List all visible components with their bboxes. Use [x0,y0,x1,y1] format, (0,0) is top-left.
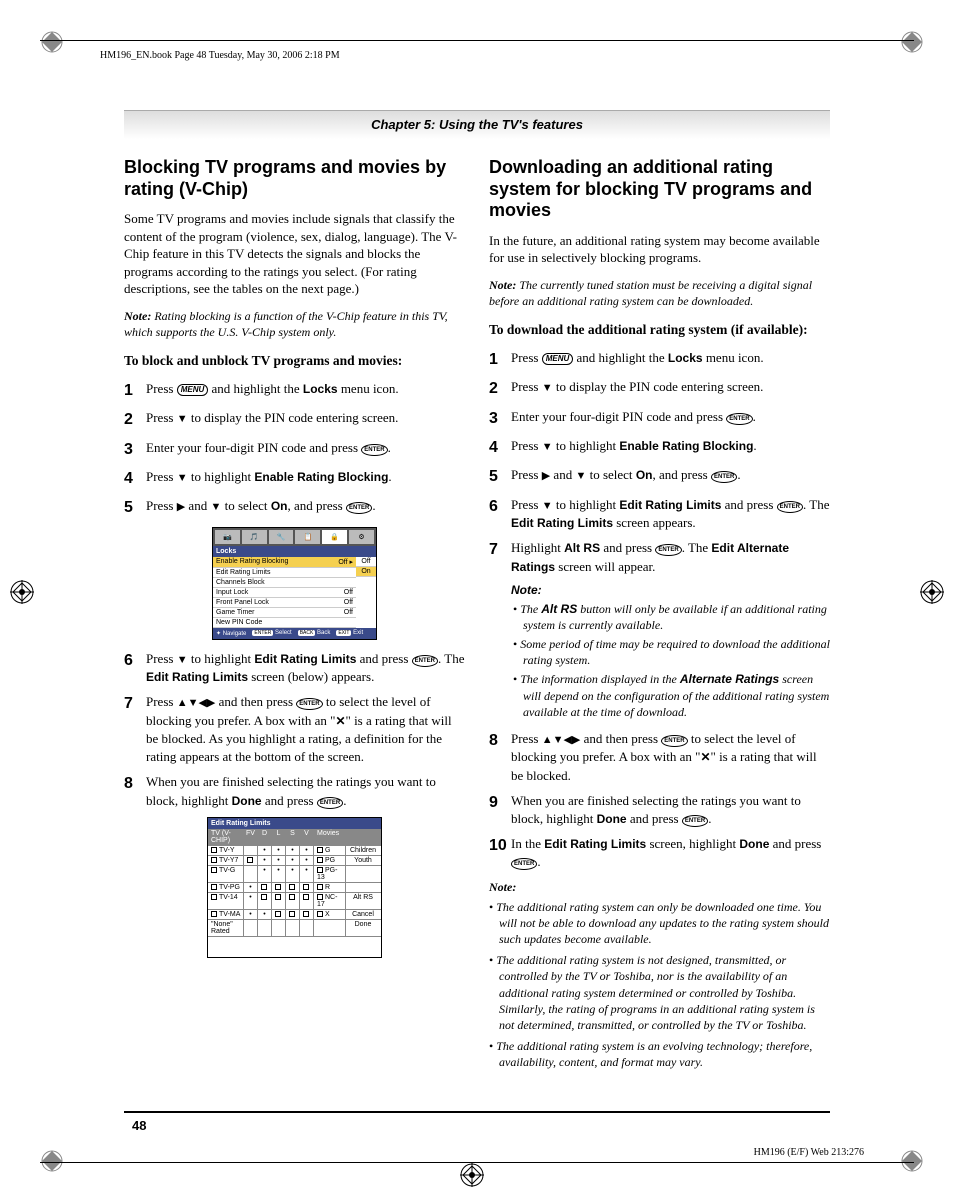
right-arrow-icon: ▶ [177,501,185,513]
tbl-hdr-row: TV (V-CHIP)FVDLSVMovies [208,829,381,846]
right-p1: In the future, an additional rating syst… [489,232,830,267]
rstep-10: 10In the Edit Rating Limits screen, high… [489,835,830,871]
enter-button-icon: ENTER [412,655,438,667]
enter-button-icon: ENTER [661,735,687,747]
enter-button-icon: ENTER [346,502,372,514]
reg-mark-bl [40,1149,64,1173]
osd-side: OffOn [356,557,376,628]
osd-tab-icon: 🎵 [242,530,267,544]
down-arrow-icon: ▼ [575,470,586,482]
osd-tab-icon: 📋 [295,530,320,544]
rstep-4: 4Press ▼ to highlight Enable Rating Bloc… [489,437,830,459]
rstep-7: 7Highlight Alt RS and press ENTER. The E… [489,539,830,575]
locks-osd: 📷 🎵 🔧 📋 🔒 ⚙ Locks Enable Rating Blocking… [212,527,377,640]
right-column: Downloading an additional rating system … [489,157,830,1081]
arrows-icon: ▲▼◀▶ [542,734,581,746]
osd-foot: ✦ Navigate ENTER Select BACK Back EXIT E… [213,628,376,639]
book-ref: HM196_EN.book Page 48 Tuesday, May 30, 2… [100,50,340,61]
foot-r: HM196 (E/F) Web 213:276 [754,1147,864,1158]
osd-tabs: 📷 🎵 🔧 📋 🔒 ⚙ [213,528,376,546]
osd-tab-icon: 🔧 [269,530,294,544]
osd-menu: Enable Rating BlockingOff ▸Edit Rating L… [213,557,356,628]
foot-line [40,1162,914,1163]
enter-button-icon: ENTER [317,797,343,809]
enter-button-icon: ENTER [511,858,537,870]
bullets2: The additional rating system can only be… [499,899,830,1071]
tbl-header: Edit Rating Limits [208,818,381,829]
menu-button-icon: MENU [177,384,209,396]
menu-button-icon: MENU [542,353,574,365]
step-7: 7Press ▲▼◀▶ and then press ENTER to sele… [124,693,465,766]
arrows-icon: ▲▼◀▶ [177,697,216,709]
right-note3: Note: [489,879,830,895]
chapter-title: Chapter 5: Using the TV's features [371,117,583,132]
down-arrow-icon: ▼ [177,413,188,425]
osd-header: Locks [213,546,376,557]
step-1: 1Press MENU and highlight the Locks menu… [124,380,465,402]
reg-mark-ml [10,580,34,604]
left-sub1: To block and unblock TV programs and mov… [124,352,465,370]
left-p1: Some TV programs and movies include sign… [124,210,465,298]
rstep-3: 3Enter your four-digit PIN code and pres… [489,408,830,430]
step-4: 4Press ▼ to highlight Enable Rating Bloc… [124,468,465,490]
rstep-5: 5Press ▶ and ▼ to select On, and press E… [489,466,830,488]
enter-button-icon: ENTER [711,471,737,483]
down-arrow-icon: ▼ [542,500,553,512]
down-arrow-icon: ▼ [542,441,553,453]
reg-mark-bc [460,1163,484,1187]
hdr-line [40,40,914,41]
step-5: 5Press ▶ and ▼ to select On, and press E… [124,497,465,519]
right-note2: Note: [511,583,830,597]
right-heading: Downloading an additional rating system … [489,157,830,222]
reg-mark-br [900,1149,924,1173]
down-arrow-icon: ▼ [177,472,188,484]
step-3: 3Enter your four-digit PIN code and pres… [124,439,465,461]
osd-tab-icon: 📷 [215,530,240,544]
down-arrow-icon: ▼ [177,654,188,666]
reg-mark-tr [900,30,924,54]
rstep-2: 2Press ▼ to display the PIN code enterin… [489,378,830,400]
step-2: 2Press ▼ to display the PIN code enterin… [124,409,465,431]
chapter-bar: Chapter 5: Using the TV's features [124,110,830,139]
page-num: 48 [132,1118,146,1133]
rstep-8: 8Press ▲▼◀▶ and then press ENTER to sele… [489,730,830,785]
enter-button-icon: ENTER [361,444,387,456]
rstep-1: 1Press MENU and highlight the Locks menu… [489,349,830,371]
down-arrow-icon: ▼ [542,382,553,394]
enter-button-icon: ENTER [655,544,681,556]
reg-mark-tl [40,30,64,54]
enter-button-icon: ENTER [296,698,322,710]
step-8: 8When you are finished selecting the rat… [124,773,465,809]
left-column: Blocking TV programs and movies by ratin… [124,157,465,1081]
reg-mark-mr [920,580,944,604]
enter-button-icon: ENTER [777,501,803,513]
page-num-line [124,1111,830,1113]
enter-button-icon: ENTER [726,413,752,425]
bullets1: The Alt RS button will only be available… [523,601,830,720]
enter-button-icon: ENTER [682,815,708,827]
left-heading: Blocking TV programs and movies by ratin… [124,157,465,200]
right-arrow-icon: ▶ [542,470,550,482]
rstep-6: 6Press ▼ to highlight Edit Rating Limits… [489,496,830,533]
step-6: 6Press ▼ to highlight Edit Rating Limits… [124,650,465,687]
page-content: Chapter 5: Using the TV's features Block… [124,110,830,1081]
osd-tab-icon: 🔒 [322,530,347,544]
right-note1: Note: The currently tuned station must b… [489,277,830,309]
rstep-9: 9When you are finished selecting the rat… [489,792,830,828]
osd-tab-icon: ⚙ [349,530,374,544]
right-sub1: To download the additional rating system… [489,321,830,339]
left-note1: Note: Rating blocking is a function of t… [124,308,465,340]
down-arrow-icon: ▼ [210,501,221,513]
rating-limits-table: Edit Rating Limits TV (V-CHIP)FVDLSVMovi… [207,817,382,958]
